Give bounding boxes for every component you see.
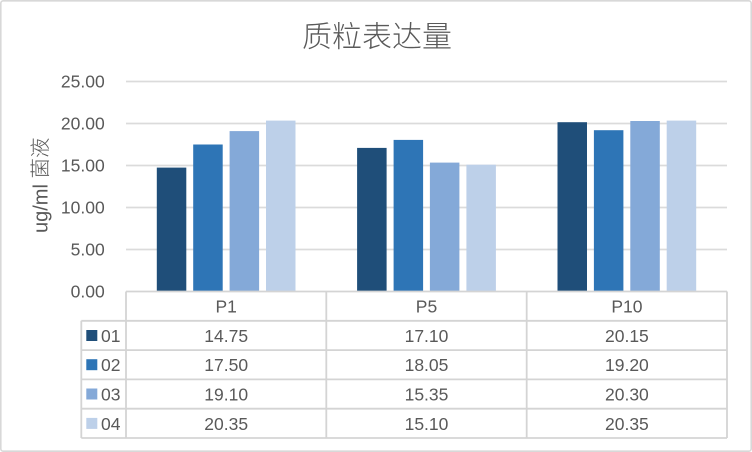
svg-text:02: 02 xyxy=(101,355,120,375)
svg-text:03: 03 xyxy=(101,385,120,405)
svg-text:01: 01 xyxy=(101,326,120,346)
svg-text:20.30: 20.30 xyxy=(605,385,649,405)
svg-text:18.05: 18.05 xyxy=(405,355,449,375)
svg-text:19.20: 19.20 xyxy=(605,355,649,375)
svg-text:14.75: 14.75 xyxy=(204,326,248,346)
svg-text:P10: P10 xyxy=(611,297,642,317)
svg-text:15.10: 15.10 xyxy=(405,414,449,434)
svg-text:0.00: 0.00 xyxy=(71,282,105,302)
svg-text:15.00: 15.00 xyxy=(61,156,105,176)
svg-text:P5: P5 xyxy=(416,297,437,317)
svg-text:10.00: 10.00 xyxy=(61,198,105,218)
svg-text:25.00: 25.00 xyxy=(61,72,105,92)
svg-text:19.10: 19.10 xyxy=(204,385,248,405)
svg-text:17.10: 17.10 xyxy=(405,326,449,346)
svg-text:15.35: 15.35 xyxy=(405,385,449,405)
svg-text:P1: P1 xyxy=(215,297,236,317)
svg-text:04: 04 xyxy=(101,414,121,434)
svg-text:17.50: 17.50 xyxy=(204,355,248,375)
svg-text:ug/ml: ug/ml xyxy=(31,184,53,233)
svg-text:5.00: 5.00 xyxy=(71,240,105,260)
svg-text:20.35: 20.35 xyxy=(204,414,248,434)
svg-text:20.00: 20.00 xyxy=(61,114,105,134)
svg-text:20.15: 20.15 xyxy=(605,326,649,346)
svg-text:20.35: 20.35 xyxy=(605,414,649,434)
